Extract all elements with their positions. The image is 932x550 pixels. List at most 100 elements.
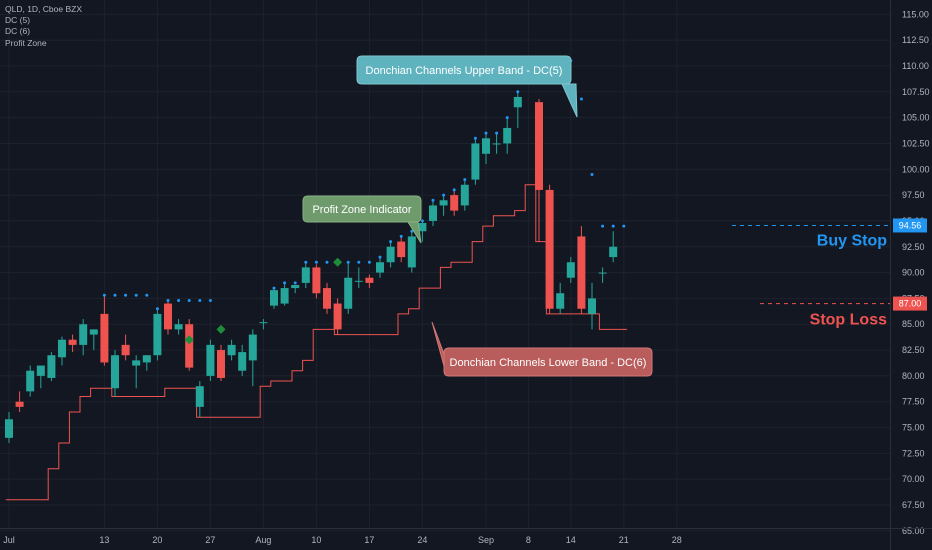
upper-band-dot bbox=[611, 224, 615, 228]
candle-body bbox=[556, 293, 565, 309]
candle-body bbox=[89, 329, 98, 335]
candle bbox=[439, 195, 448, 216]
candle-body bbox=[482, 138, 490, 154]
upper-band-dot bbox=[283, 281, 287, 285]
legend-item-dc5[interactable]: DC (5) bbox=[5, 15, 31, 26]
candle-body bbox=[185, 324, 194, 368]
legend-title[interactable]: QLD, 1D, Cboe BZX bbox=[5, 4, 83, 14]
candle bbox=[195, 381, 204, 418]
time-axis-tick-label: 24 bbox=[417, 535, 427, 545]
candle-body bbox=[15, 401, 24, 407]
candle bbox=[142, 355, 151, 371]
candle-body bbox=[121, 344, 130, 356]
candle-body bbox=[407, 236, 416, 268]
candle-body bbox=[227, 344, 236, 356]
price-axis-tick-label: 105.00 bbox=[902, 113, 930, 123]
candle-body bbox=[566, 262, 575, 278]
upper-band-dot bbox=[516, 90, 520, 94]
candle-body bbox=[588, 298, 596, 314]
price-axis-tick-label: 65.00 bbox=[902, 526, 925, 536]
price-tags: 94.56 87.00 bbox=[893, 218, 927, 311]
candle bbox=[588, 282, 596, 330]
candle-body bbox=[270, 290, 278, 306]
time-axis-tick-label: 20 bbox=[152, 535, 162, 545]
price-axis-tick-label: 67.50 bbox=[902, 500, 925, 510]
candle bbox=[164, 300, 172, 335]
candle bbox=[556, 282, 565, 314]
candle bbox=[5, 412, 13, 444]
price-axis-tick-label: 102.50 bbox=[902, 138, 930, 148]
candle-body bbox=[132, 360, 141, 366]
candle-body bbox=[450, 195, 459, 211]
candle bbox=[185, 319, 194, 371]
price-axis-tick-label: 72.50 bbox=[902, 448, 925, 458]
upper-band-dot bbox=[367, 260, 371, 264]
candle-body bbox=[26, 370, 35, 392]
candle-body bbox=[291, 284, 300, 289]
upper-band-dot bbox=[208, 298, 212, 302]
stop-levels: Buy Stop Stop Loss bbox=[732, 224, 890, 329]
candle bbox=[503, 117, 512, 154]
lower-band-line bbox=[5, 184, 627, 501]
price-axis-tick-label: 90.00 bbox=[902, 268, 925, 278]
upper-band-dot bbox=[601, 224, 605, 228]
price-axis-tick-label: 115.00 bbox=[902, 9, 929, 19]
upper-band-callout: Donchian Channels Upper Band - DC(5) bbox=[356, 55, 578, 118]
legend-item-profit-zone[interactable]: Profit Zone bbox=[5, 37, 47, 48]
price-axis-tick-label: 77.50 bbox=[902, 397, 925, 407]
time-axis-tick-label: Sep bbox=[478, 535, 494, 545]
candle-body bbox=[312, 267, 321, 294]
upper-band-dots bbox=[102, 59, 626, 311]
upper-band-dot bbox=[357, 260, 361, 264]
upper-band-dot bbox=[410, 229, 414, 233]
candle bbox=[492, 133, 501, 154]
candle bbox=[365, 274, 374, 289]
buy-stop-price-tag bbox=[893, 218, 927, 233]
candle-body bbox=[344, 277, 353, 309]
candle-body bbox=[195, 386, 204, 407]
upper-band-dot bbox=[420, 219, 424, 223]
candle bbox=[344, 262, 353, 314]
time-axis[interactable]: Jul 13 20 27 Aug 10 17 24 Sep 8 14 21 28 bbox=[0, 528, 932, 546]
time-axis-tick-label: 13 bbox=[99, 535, 109, 545]
candle bbox=[482, 133, 490, 165]
upper-band-dot bbox=[590, 172, 594, 176]
candle bbox=[609, 231, 618, 263]
candle-body bbox=[418, 222, 427, 232]
upper-band-dot bbox=[463, 178, 467, 182]
time-axis-tick-label: 10 bbox=[311, 535, 321, 545]
upper-band-dot bbox=[452, 188, 456, 192]
candle bbox=[545, 184, 554, 314]
price-axis[interactable]: 65.00 67.50 70.00 72.50 75.00 77.50 80.00 82.50… bbox=[890, 0, 930, 550]
candle bbox=[58, 336, 66, 366]
candle-body bbox=[58, 339, 66, 358]
candle bbox=[450, 189, 459, 216]
upper-band-dot bbox=[389, 240, 393, 244]
candle-body bbox=[439, 200, 448, 206]
candle bbox=[227, 339, 236, 361]
legend-item-dc6[interactable]: DC (6) bbox=[5, 26, 31, 37]
candle-body bbox=[142, 355, 151, 363]
candle-body bbox=[238, 352, 247, 371]
candle-body bbox=[535, 102, 543, 190]
candle-body bbox=[545, 189, 554, 309]
candle bbox=[354, 267, 363, 289]
candle-body bbox=[460, 184, 469, 206]
candle bbox=[471, 138, 480, 185]
upper-band-dot bbox=[442, 193, 446, 197]
candle bbox=[206, 339, 215, 382]
price-axis-tick-label: 82.50 bbox=[902, 345, 925, 355]
profit-zone-diamond bbox=[216, 324, 226, 334]
upper-band-dot bbox=[378, 255, 382, 259]
profit-zone-callout: Profit Zone Indicator bbox=[302, 195, 422, 244]
candle-body bbox=[100, 313, 109, 363]
stop-loss-price-tag bbox=[893, 296, 927, 311]
candle bbox=[407, 231, 416, 273]
candle bbox=[68, 334, 77, 353]
lower-band-callout: Donchian Channels Lower Band - DC(6) bbox=[431, 321, 653, 377]
candle-body bbox=[397, 241, 406, 258]
candle bbox=[397, 236, 406, 263]
upper-band-dot bbox=[473, 136, 477, 140]
candle-body bbox=[323, 288, 331, 309]
